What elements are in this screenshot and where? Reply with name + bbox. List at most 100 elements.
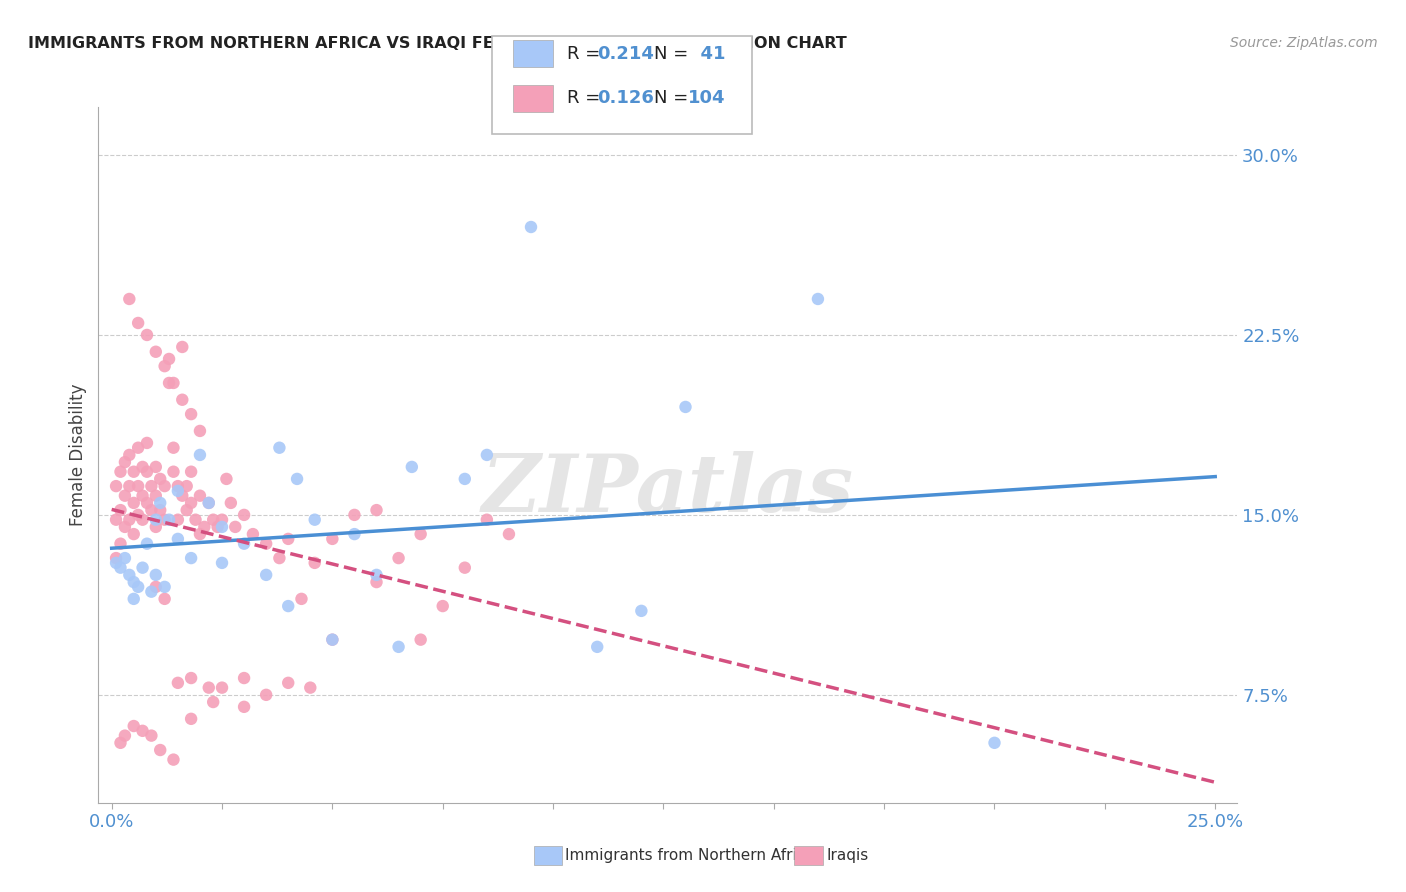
Point bbox=[145, 567, 167, 582]
Point bbox=[136, 496, 159, 510]
Point bbox=[167, 513, 190, 527]
Point bbox=[180, 551, 202, 566]
Point bbox=[167, 676, 190, 690]
Point bbox=[110, 503, 132, 517]
Point bbox=[290, 591, 312, 606]
Point bbox=[211, 520, 233, 534]
Point bbox=[211, 513, 233, 527]
Point bbox=[409, 632, 432, 647]
Point bbox=[475, 513, 498, 527]
Point bbox=[197, 681, 219, 695]
Point bbox=[141, 503, 163, 517]
Point bbox=[110, 736, 132, 750]
Point bbox=[180, 712, 202, 726]
Point bbox=[387, 551, 409, 566]
Text: Immigrants from Northern Africa: Immigrants from Northern Africa bbox=[565, 848, 815, 863]
Point bbox=[366, 567, 388, 582]
Point bbox=[233, 508, 256, 522]
Point bbox=[127, 316, 149, 330]
Point bbox=[122, 465, 145, 479]
Point bbox=[114, 489, 136, 503]
Point bbox=[141, 479, 163, 493]
Point bbox=[983, 736, 1005, 750]
Text: Iraqis: Iraqis bbox=[827, 848, 869, 863]
Point bbox=[131, 723, 153, 738]
Point bbox=[269, 441, 291, 455]
Point bbox=[145, 489, 167, 503]
Text: R =: R = bbox=[567, 89, 606, 107]
Point bbox=[110, 537, 132, 551]
Point bbox=[254, 567, 277, 582]
Point bbox=[141, 584, 163, 599]
Point bbox=[131, 459, 153, 474]
Point bbox=[162, 753, 184, 767]
Text: N =: N = bbox=[654, 45, 693, 62]
Point bbox=[321, 632, 343, 647]
Point bbox=[321, 532, 343, 546]
Point bbox=[401, 459, 423, 474]
Text: 0.214: 0.214 bbox=[598, 45, 654, 62]
Point bbox=[180, 465, 202, 479]
Point bbox=[153, 591, 176, 606]
Point bbox=[202, 513, 225, 527]
Point bbox=[188, 424, 211, 438]
Point bbox=[122, 591, 145, 606]
Point bbox=[233, 699, 256, 714]
Point bbox=[136, 328, 159, 343]
Point bbox=[145, 520, 167, 534]
Point bbox=[188, 489, 211, 503]
Point bbox=[162, 441, 184, 455]
Point bbox=[162, 376, 184, 390]
Point bbox=[105, 551, 128, 566]
Point bbox=[366, 575, 388, 590]
Point bbox=[105, 556, 128, 570]
Point bbox=[114, 551, 136, 566]
Point bbox=[153, 513, 176, 527]
Point bbox=[180, 407, 202, 421]
Point bbox=[118, 567, 141, 582]
Point bbox=[233, 537, 256, 551]
Point bbox=[157, 513, 180, 527]
Point bbox=[136, 436, 159, 450]
Point bbox=[188, 448, 211, 462]
Point bbox=[131, 560, 153, 574]
Point bbox=[254, 688, 277, 702]
Point bbox=[630, 604, 652, 618]
Point bbox=[114, 520, 136, 534]
Point bbox=[131, 513, 153, 527]
Point bbox=[145, 344, 167, 359]
Point bbox=[366, 503, 388, 517]
Point bbox=[136, 465, 159, 479]
Point bbox=[127, 479, 149, 493]
Y-axis label: Female Disability: Female Disability bbox=[69, 384, 87, 526]
Point bbox=[197, 496, 219, 510]
Point bbox=[180, 496, 202, 510]
Point bbox=[122, 496, 145, 510]
Point bbox=[675, 400, 697, 414]
Point bbox=[153, 359, 176, 373]
Point bbox=[219, 496, 242, 510]
Point bbox=[299, 681, 322, 695]
Point bbox=[269, 551, 291, 566]
Text: ZIPatlas: ZIPatlas bbox=[482, 451, 853, 528]
Text: IMMIGRANTS FROM NORTHERN AFRICA VS IRAQI FEMALE DISABILITY CORRELATION CHART: IMMIGRANTS FROM NORTHERN AFRICA VS IRAQI… bbox=[28, 36, 846, 51]
Point bbox=[110, 560, 132, 574]
Point bbox=[498, 527, 520, 541]
Point bbox=[153, 580, 176, 594]
Text: 0.126: 0.126 bbox=[598, 89, 654, 107]
Point bbox=[172, 489, 194, 503]
Point bbox=[141, 729, 163, 743]
Point bbox=[193, 520, 215, 534]
Point bbox=[157, 351, 180, 366]
Point bbox=[145, 513, 167, 527]
Point bbox=[202, 695, 225, 709]
Point bbox=[233, 671, 256, 685]
Point bbox=[153, 479, 176, 493]
Point bbox=[807, 292, 830, 306]
Point bbox=[454, 472, 477, 486]
Point bbox=[149, 503, 172, 517]
Point bbox=[145, 459, 167, 474]
Point bbox=[215, 472, 238, 486]
Point bbox=[118, 479, 141, 493]
Point bbox=[321, 632, 343, 647]
